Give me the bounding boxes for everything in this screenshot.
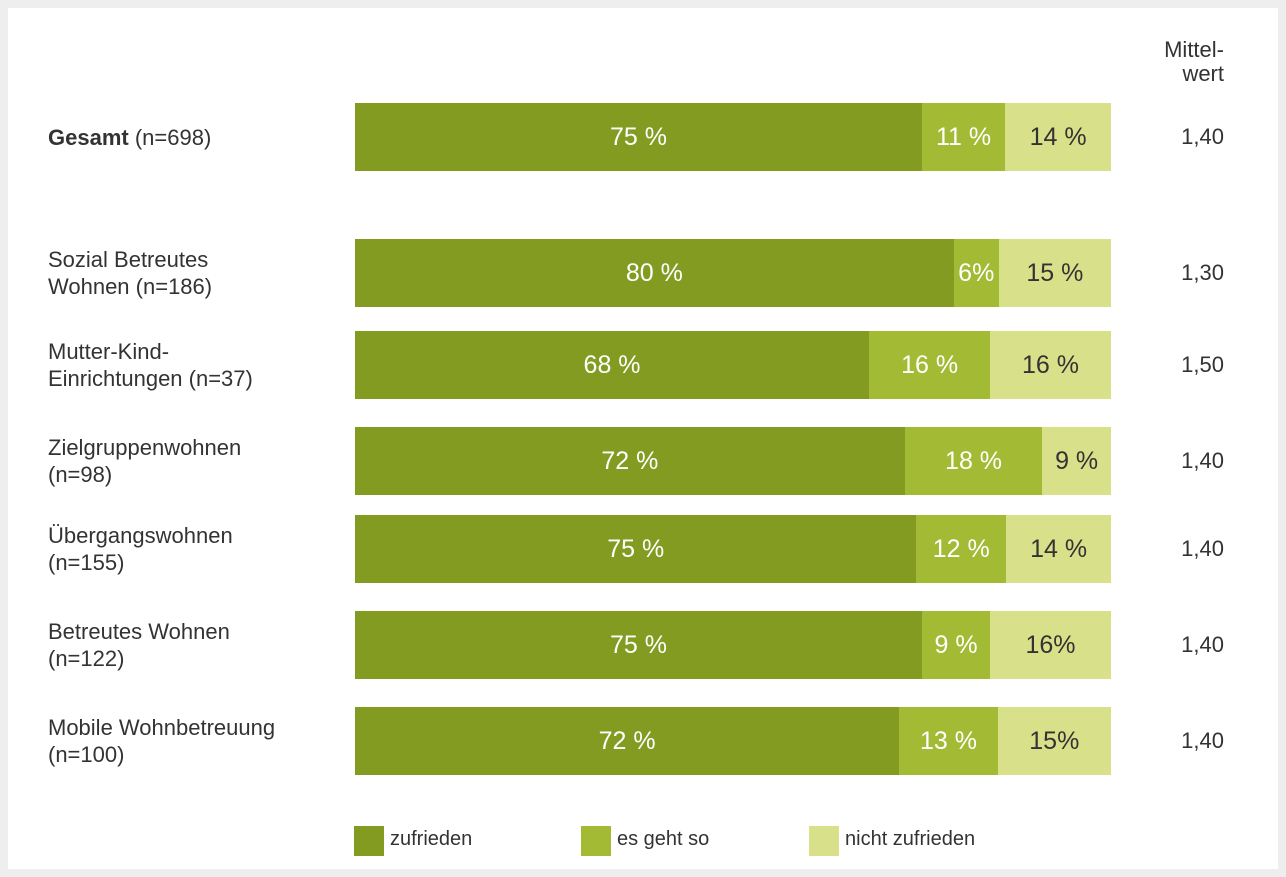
bar-segment-zufrieden: 75 % bbox=[355, 515, 917, 583]
bar-segment-es-geht-so: 6% bbox=[953, 239, 999, 307]
data-label: 80 % bbox=[625, 258, 683, 287]
mean-value: 1,50 bbox=[1181, 352, 1224, 377]
data-label: 16% bbox=[1025, 630, 1076, 659]
row-label-text: Mobile Wohnbetreuung (n=100) bbox=[48, 715, 276, 767]
legend-label: zufrieden bbox=[390, 828, 473, 850]
mean-value: 1,40 bbox=[1181, 124, 1224, 149]
row-label: Mobile Wohnbetreuung (n=100) bbox=[48, 714, 275, 768]
mean-value: 1,40 bbox=[1181, 728, 1224, 753]
row-label-text: Übergangswohnen (n=155) bbox=[48, 523, 233, 575]
bar-segment-nicht-zufrieden: 15 % bbox=[998, 239, 1111, 307]
bar-segment-nicht-zufrieden: 14 % bbox=[1005, 103, 1111, 171]
legend-label: nicht zufrieden bbox=[845, 828, 976, 850]
row-label: Gesamt (n=698) bbox=[48, 124, 211, 151]
legend-label: es geht so bbox=[617, 828, 710, 850]
data-label: 6% bbox=[958, 258, 995, 287]
bar-segment-nicht-zufrieden: 16 % bbox=[990, 331, 1111, 399]
data-label: 72 % bbox=[601, 446, 659, 475]
data-label: 9 % bbox=[1055, 446, 1099, 475]
bar-segment-zufrieden: 72 % bbox=[355, 707, 900, 775]
bar-segment-es-geht-so: 18 % bbox=[904, 427, 1043, 495]
mean-value: 1,40 bbox=[1181, 448, 1224, 473]
bar-segment-es-geht-so: 13 % bbox=[899, 707, 998, 775]
bar-segment-zufrieden: 75 % bbox=[355, 611, 922, 679]
row-label: Zielgruppenwohnen (n=98) bbox=[48, 434, 241, 488]
data-label: 9 % bbox=[934, 630, 978, 659]
data-label: 68 % bbox=[583, 350, 641, 379]
data-label: 16 % bbox=[1022, 350, 1079, 379]
mean-value: 1,40 bbox=[1181, 536, 1224, 561]
row-label: Übergangswohnen (n=155) bbox=[48, 522, 233, 576]
bar-segment-nicht-zufrieden: 9 % bbox=[1042, 427, 1111, 495]
legend-swatch bbox=[354, 826, 384, 856]
legend-swatch bbox=[809, 826, 839, 856]
data-label: 72 % bbox=[598, 726, 656, 755]
mean-column-header: Mittel- wert bbox=[1164, 37, 1224, 86]
data-label: 15 % bbox=[1026, 258, 1084, 287]
data-label: 16 % bbox=[901, 350, 959, 379]
row-label: Mutter-Kind- Einrichtungen (n=37) bbox=[48, 338, 253, 392]
data-label: 14 % bbox=[1030, 534, 1088, 563]
bar-segment-es-geht-so: 11 % bbox=[922, 103, 1006, 171]
bar-segment-zufrieden: 75 % bbox=[355, 103, 922, 171]
data-label: 13 % bbox=[919, 726, 977, 755]
mean-value: 1,40 bbox=[1181, 632, 1224, 657]
bar-segment-zufrieden: 68 % bbox=[355, 331, 870, 399]
bar-segment-zufrieden: 72 % bbox=[355, 427, 905, 495]
bar-segment-zufrieden: 80 % bbox=[355, 239, 954, 307]
data-label: 12 % bbox=[932, 534, 990, 563]
row-label-text: Zielgruppenwohnen (n=98) bbox=[48, 435, 242, 487]
bar-segment-es-geht-so: 16 % bbox=[869, 331, 991, 399]
bar-segment-nicht-zufrieden: 14 % bbox=[1006, 515, 1111, 583]
data-label: 75 % bbox=[610, 122, 667, 151]
row-label: Betreutes Wohnen (n=122) bbox=[48, 618, 230, 672]
data-label: 75 % bbox=[610, 630, 667, 659]
mean-value: 1,30 bbox=[1181, 260, 1224, 285]
data-label: 15% bbox=[1029, 726, 1080, 755]
bar-segment-es-geht-so: 12 % bbox=[916, 515, 1007, 583]
row-label: Sozial Betreutes Wohnen (n=186) bbox=[48, 246, 212, 300]
row-label-text: Betreutes Wohnen (n=122) bbox=[48, 619, 230, 671]
data-label: 18 % bbox=[945, 446, 1003, 475]
row-label-text: Mutter-Kind- Einrichtungen (n=37) bbox=[48, 339, 253, 391]
bar-segment-es-geht-so: 9 % bbox=[922, 611, 991, 679]
row-label-bold: Gesamt bbox=[48, 124, 129, 150]
bar-segment-nicht-zufrieden: 16% bbox=[990, 611, 1111, 679]
bar-segment-nicht-zufrieden: 15% bbox=[997, 707, 1111, 775]
row-label-text: (n=698) bbox=[128, 124, 212, 150]
row-label-text: Sozial Betreutes Wohnen (n=186) bbox=[48, 247, 213, 299]
chart-panel: Mittel- wert Gesamt (n=698) 75 % 11 % 14 % 1… bbox=[8, 8, 1278, 869]
data-label: 14 % bbox=[1029, 122, 1087, 151]
data-label: 75 % bbox=[607, 534, 665, 563]
data-label: 11 % bbox=[936, 122, 992, 151]
legend-swatch bbox=[581, 826, 611, 856]
